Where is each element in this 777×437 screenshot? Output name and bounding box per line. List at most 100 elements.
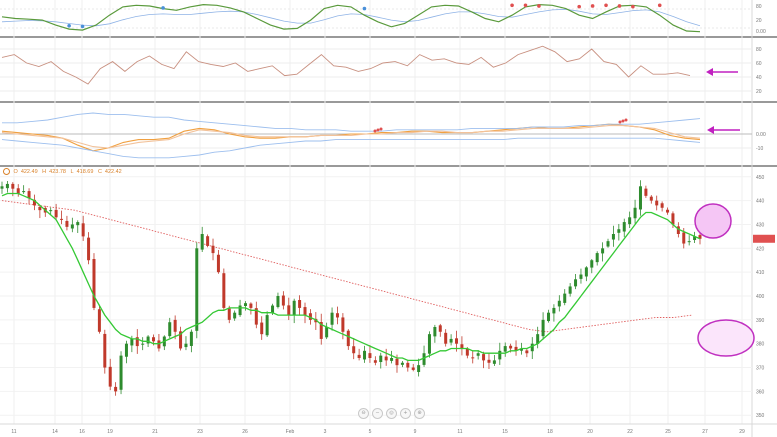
- macd-red-marker: [376, 128, 380, 132]
- x-tick-label: 5: [369, 429, 372, 435]
- candle-body: [195, 248, 199, 331]
- candle-body: [173, 319, 177, 332]
- candle-body: [303, 307, 307, 316]
- x-tick-label: 11: [457, 429, 462, 435]
- candle-body: [649, 196, 653, 201]
- y-tick-label: 0.00: [756, 29, 766, 35]
- candle-body: [119, 355, 123, 390]
- candle-body: [411, 367, 415, 370]
- indicator-1-red-marker: [537, 4, 541, 8]
- y-tick-label: 0.00: [756, 132, 766, 138]
- reset-icon[interactable]: ◎: [386, 408, 397, 419]
- candle-body: [233, 312, 237, 319]
- zoom-out-icon[interactable]: ⊖: [358, 408, 369, 419]
- candle-body: [211, 245, 215, 254]
- candle-body: [644, 188, 648, 196]
- y-tick-label: 380: [756, 342, 765, 348]
- candle-body: [330, 312, 334, 325]
- candle-body: [292, 300, 296, 316]
- y-tick-label: 410: [756, 270, 765, 276]
- candle-body: [335, 313, 339, 318]
- annotation-ellipse-lower: [697, 319, 755, 357]
- ohlc-open-value: 422.49: [20, 168, 38, 175]
- candle-body: [260, 322, 264, 335]
- candle-body: [200, 234, 204, 250]
- candle-body: [595, 253, 599, 263]
- zoom-in-icon[interactable]: ⊕: [414, 408, 425, 419]
- x-tick-label: 21: [152, 429, 158, 435]
- candle-body: [530, 343, 534, 352]
- x-tick-label: 3: [324, 429, 327, 435]
- candle-body: [206, 236, 210, 246]
- candle-body: [655, 200, 659, 206]
- macd-line: [1, 123, 701, 152]
- zoom-minus-icon[interactable]: −: [372, 408, 383, 419]
- candle-body: [563, 293, 567, 303]
- candle-body: [541, 319, 545, 337]
- x-tick-label: 29: [739, 429, 745, 435]
- candle-body: [514, 346, 518, 351]
- candle-body: [666, 209, 670, 213]
- y-tick-label: 420: [756, 246, 765, 252]
- candle-body: [519, 348, 523, 351]
- ohlc-close-value: 422.42: [104, 168, 122, 175]
- candle-body: [346, 330, 350, 347]
- ohlc-low-label: L: [70, 168, 74, 175]
- y-tick-label: 20: [756, 18, 762, 24]
- candle-body: [590, 260, 594, 268]
- candle-body: [124, 343, 128, 357]
- candle-body: [379, 355, 383, 363]
- candle-body: [179, 331, 183, 349]
- candle-body: [227, 308, 231, 320]
- candle-body: [114, 386, 118, 392]
- x-tick-label: 9: [414, 429, 417, 435]
- macd-red-marker: [624, 118, 628, 122]
- indicator-1-main-line: [1, 3, 701, 33]
- candle-body: [108, 366, 112, 387]
- rsi-line: [1, 45, 691, 85]
- x-tick-label: 27: [702, 429, 708, 435]
- axis-labels: 80 20 0.00 80 60 40 20 0.00 -10 450 440 430 420 410 40…: [0, 4, 777, 435]
- x-tick-label: 23: [197, 429, 203, 435]
- candle-body: [568, 286, 572, 294]
- candle-body: [168, 322, 172, 337]
- candle-body: [638, 186, 642, 210]
- rsi-series-line: [1, 45, 691, 85]
- ohlc-legend: O 422.49 H 423.78 L 418.69 C 422.42: [3, 168, 125, 175]
- ohlc-low-value: 418.69: [76, 168, 94, 175]
- macd-red-marker: [379, 127, 383, 131]
- ohlc-high-value: 423.78: [49, 168, 66, 175]
- x-tick-label: 18: [547, 429, 553, 435]
- zoom-plus-icon[interactable]: +: [400, 408, 411, 419]
- candle-body: [49, 210, 53, 212]
- indicator-1-red-marker: [590, 4, 595, 8]
- x-tick-label: 11: [11, 429, 16, 435]
- candle-body: [384, 356, 388, 361]
- candle-body: [601, 248, 605, 254]
- candle-body: [249, 303, 253, 308]
- candle-body: [276, 296, 280, 308]
- indicator-1-red-marker: [657, 3, 662, 8]
- candle-body: [687, 241, 691, 243]
- ohlc-close-label: C: [97, 168, 102, 175]
- macd-arrow-head: [707, 126, 714, 134]
- candle-body: [693, 236, 697, 241]
- candle-body: [265, 315, 269, 336]
- candle-body: [698, 235, 702, 239]
- ohlc-open-label: O: [13, 168, 18, 175]
- x-tick-label: 26: [242, 429, 248, 435]
- candle-body: [76, 222, 80, 226]
- y-tick-label: 370: [756, 366, 765, 372]
- candle-body: [146, 336, 150, 344]
- indicator-1-signal-line: [1, 8, 701, 27]
- candle-body: [352, 346, 356, 354]
- candle-body: [271, 305, 275, 314]
- indicator-1-red-marker: [631, 4, 635, 9]
- candle-body: [444, 332, 448, 344]
- candle-body: [455, 338, 459, 344]
- y-tick-label: 360: [756, 389, 765, 395]
- candle-body: [11, 183, 15, 189]
- candle-body: [363, 350, 367, 360]
- rsi-arrow-head: [706, 68, 713, 76]
